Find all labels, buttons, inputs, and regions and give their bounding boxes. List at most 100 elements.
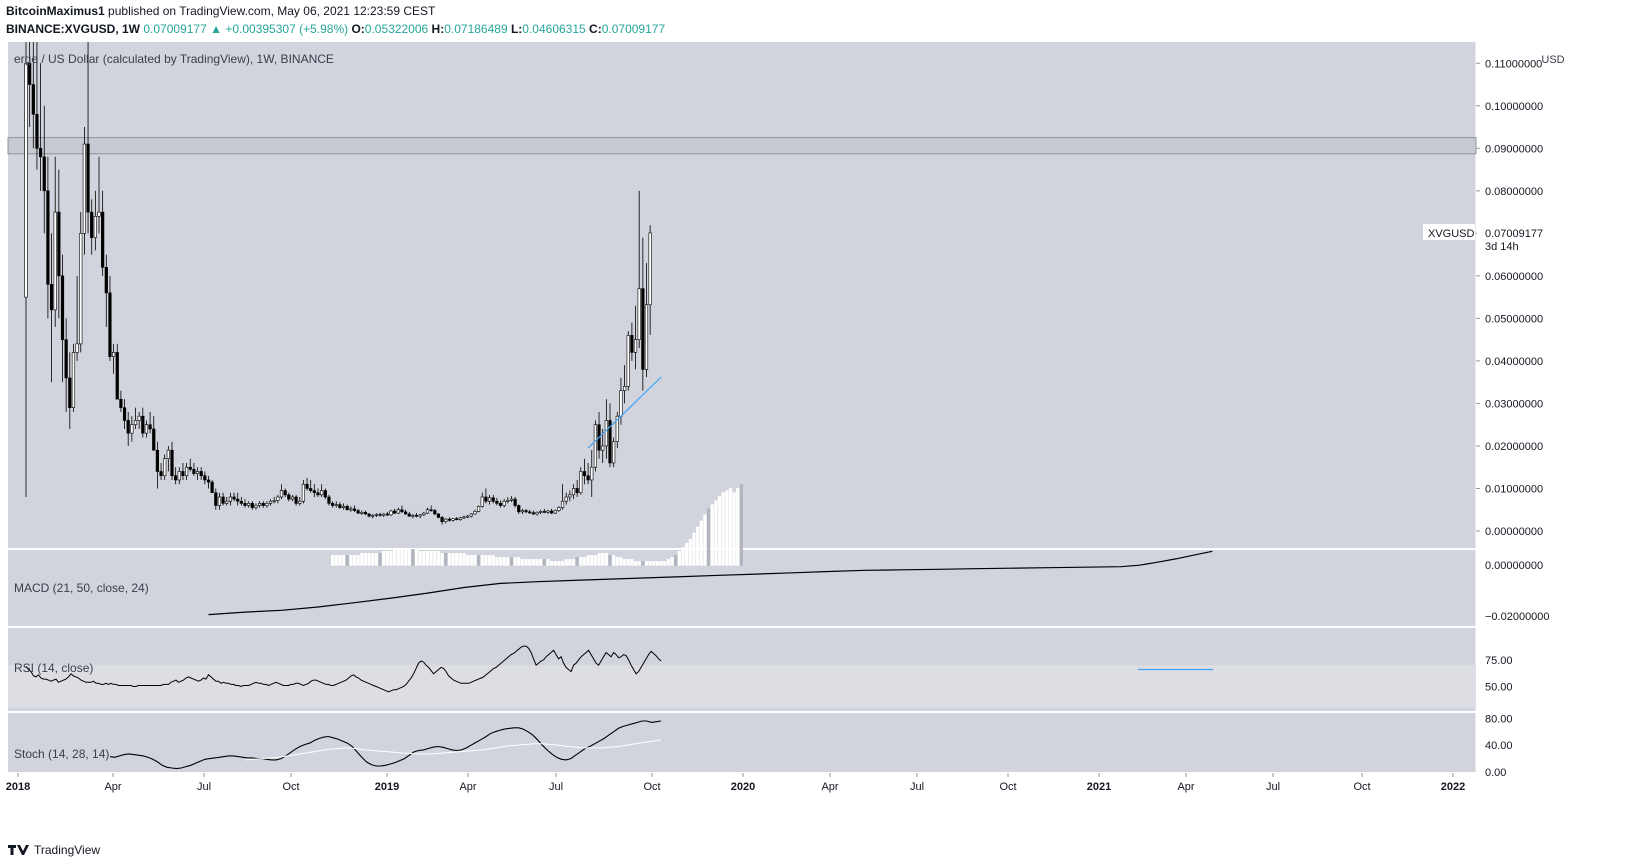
candle-up[interactable] [444,518,448,524]
candle-down[interactable] [203,471,207,485]
candle-down[interactable] [294,494,298,506]
candle-up[interactable] [568,490,572,502]
candle-up[interactable] [506,496,510,504]
candle-down[interactable] [608,403,612,468]
candle-up[interactable] [487,494,492,505]
resistance-zone[interactable] [7,137,1477,155]
candle-up[interactable] [272,496,276,504]
candle-up[interactable] [612,437,616,468]
candle-up[interactable] [130,416,134,442]
candle-up[interactable] [349,506,353,512]
candle-down[interactable] [283,488,287,497]
candle-down[interactable] [126,411,130,446]
candle-up[interactable] [560,484,565,510]
candle-up[interactable] [462,515,466,520]
support-trendline[interactable] [587,376,662,449]
candle-down[interactable] [312,484,316,497]
candle-down[interactable] [108,275,112,361]
candle-up[interactable] [75,275,79,361]
candle-up[interactable] [195,467,200,480]
candle-down[interactable] [46,156,50,319]
candle-down[interactable] [403,509,408,515]
candle-down[interactable] [367,513,371,518]
candle-down[interactable] [170,441,174,480]
candle-down[interactable] [174,467,178,485]
candle-down[interactable] [407,511,411,517]
candle-up[interactable] [648,225,652,335]
candle-up[interactable] [626,331,630,391]
candle-down[interactable] [330,501,335,508]
candle-up[interactable] [553,509,557,514]
candle-down[interactable] [243,499,247,508]
candle-down[interactable] [90,199,94,255]
candle-down[interactable] [447,517,452,522]
candle-down[interactable] [104,254,108,327]
candle-down[interactable] [491,494,495,504]
candle-up[interactable] [334,501,338,508]
candle-up[interactable] [137,411,141,429]
candle-up[interactable] [79,212,83,353]
candle-up[interactable] [476,505,481,513]
candle-up[interactable] [97,156,101,234]
candle-up[interactable] [425,507,430,514]
candle-up[interactable] [418,513,422,519]
candle-down[interactable] [498,500,503,508]
candle-down[interactable] [236,492,240,506]
candle-down[interactable] [338,502,342,509]
macd-line[interactable] [208,550,1213,616]
candle-up[interactable] [520,508,524,514]
candle-up[interactable] [571,484,576,500]
candle-up[interactable] [458,516,462,521]
candle-up[interactable] [615,411,619,449]
stoch-d-line[interactable] [244,739,662,761]
candle-up[interactable] [480,492,484,508]
candle-up[interactable] [228,492,233,506]
candle-up[interactable] [637,190,641,349]
candle-down[interactable] [119,390,123,412]
candle-down[interactable] [199,467,203,480]
candle-down[interactable] [192,462,196,476]
candle-down[interactable] [210,479,214,494]
candle-down[interactable] [309,479,313,493]
candle-up[interactable] [604,399,608,459]
candle-up[interactable] [502,499,506,508]
candle-down[interactable] [64,318,68,412]
candle-up[interactable] [371,513,375,519]
candle-up[interactable] [341,503,346,510]
candle-up[interactable] [71,343,76,412]
candle-down[interactable] [316,488,320,497]
candle-up[interactable] [564,492,568,505]
candle-down[interactable] [31,42,35,149]
candle-down[interactable] [455,516,459,521]
candle-down[interactable] [630,322,634,361]
candle-up[interactable] [82,127,86,255]
candle-down[interactable] [206,475,211,489]
candle-down[interactable] [440,516,444,525]
candle-down[interactable] [352,505,357,512]
candle-up[interactable] [539,509,543,514]
candle-up[interactable] [247,501,251,508]
candle-up[interactable] [257,501,262,508]
candle-down[interactable] [378,512,382,517]
candle-up[interactable] [422,511,426,517]
candle-up[interactable] [509,496,514,503]
candle-down[interactable] [239,496,243,506]
candle-down[interactable] [363,510,368,515]
candle-down[interactable] [287,492,291,502]
candle-up[interactable] [382,513,386,517]
candle-up[interactable] [374,513,379,517]
candle-down[interactable] [42,105,46,234]
candle-up[interactable] [254,503,258,510]
candle-up[interactable] [185,462,189,480]
candle-down[interactable] [221,492,225,506]
candle-down[interactable] [38,63,43,191]
candle-up[interactable] [469,513,473,518]
candle-up[interactable] [112,343,116,374]
candle-up[interactable] [579,467,583,495]
candle-up[interactable] [177,467,181,485]
symbol-label[interactable]: BINANCE:XVGUSD, 1W [6,22,141,36]
candle-up[interactable] [93,190,97,251]
candle-down[interactable] [345,504,349,511]
candle-up[interactable] [466,514,470,519]
candle-up[interactable] [360,510,364,515]
